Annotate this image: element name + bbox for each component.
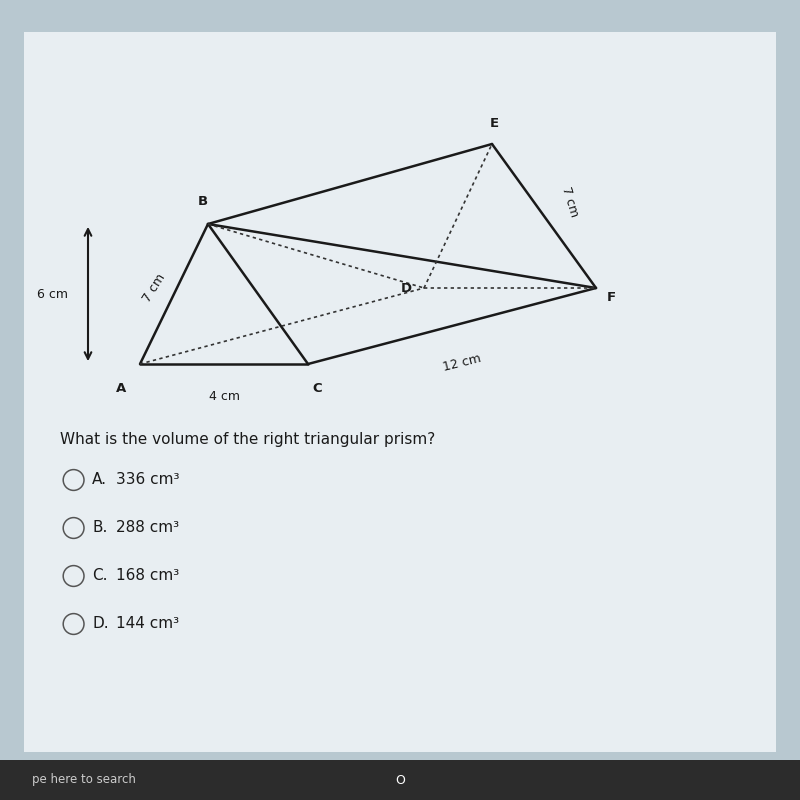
Text: O: O [395, 774, 405, 786]
Text: 144 cm³: 144 cm³ [116, 617, 179, 631]
Text: 7 cm: 7 cm [559, 185, 580, 218]
Text: 12 cm: 12 cm [442, 352, 483, 374]
Text: F: F [606, 291, 615, 304]
Text: 6 cm: 6 cm [37, 288, 68, 301]
Text: B.: B. [92, 521, 107, 535]
Text: A.: A. [92, 473, 107, 487]
Text: C.: C. [92, 569, 107, 583]
FancyBboxPatch shape [24, 32, 776, 752]
Text: 336 cm³: 336 cm³ [116, 473, 179, 487]
Text: A: A [116, 382, 126, 394]
Text: E: E [490, 117, 499, 130]
Text: 288 cm³: 288 cm³ [116, 521, 179, 535]
Text: D.: D. [92, 617, 109, 631]
Text: D: D [401, 282, 412, 294]
Text: B: B [198, 195, 207, 208]
Text: C: C [312, 382, 322, 394]
Text: pe here to search: pe here to search [32, 774, 136, 786]
Text: 4 cm: 4 cm [209, 390, 239, 403]
FancyBboxPatch shape [0, 760, 800, 800]
Text: 7 cm: 7 cm [141, 271, 168, 305]
Text: What is the volume of the right triangular prism?: What is the volume of the right triangul… [60, 432, 435, 447]
Text: 168 cm³: 168 cm³ [116, 569, 179, 583]
